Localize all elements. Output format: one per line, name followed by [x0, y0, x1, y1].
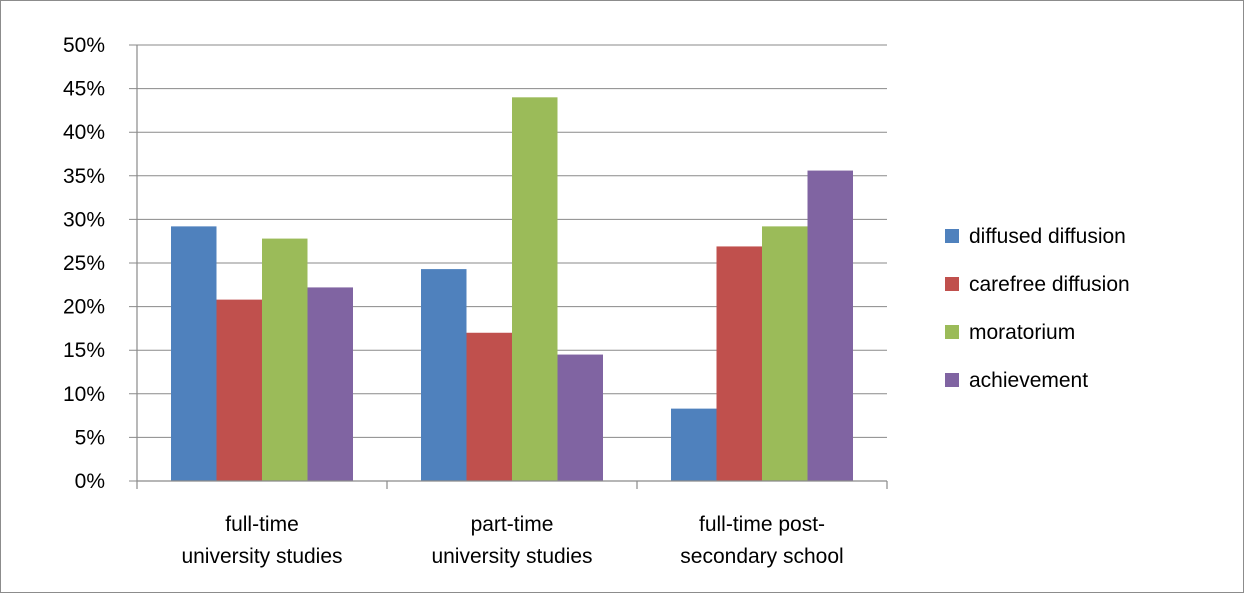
legend-label: achievement — [969, 369, 1088, 392]
bar-moratorium-1 — [512, 97, 558, 481]
legend-swatch — [945, 325, 959, 339]
bar-moratorium-0 — [262, 238, 308, 481]
bar-carefree-diffusion-2 — [716, 246, 762, 481]
y-tick-label: 25% — [63, 252, 105, 275]
legend-swatch — [945, 229, 959, 243]
y-tick-label: 35% — [63, 165, 105, 188]
y-tick-label: 0% — [75, 470, 105, 493]
bar-diffused-diffusion-0 — [171, 226, 217, 481]
bar-diffused-diffusion-2 — [671, 408, 717, 481]
legend-label: moratorium — [969, 321, 1075, 344]
x-category-label: part-time university studies — [431, 513, 592, 568]
bar-diffused-diffusion-1 — [421, 269, 467, 481]
legend-label: diffused diffusion — [969, 225, 1126, 248]
legend-swatch — [945, 277, 959, 291]
bars — [171, 97, 853, 481]
x-category-label: full-time university studies — [181, 513, 342, 568]
bar-achievement-2 — [807, 170, 853, 481]
axes — [136, 45, 888, 489]
x-category-label: full-time post-secondary school — [680, 513, 843, 568]
y-tick-label: 30% — [63, 208, 105, 231]
bar-carefree-diffusion-0 — [216, 299, 262, 481]
bar-carefree-diffusion-1 — [466, 332, 512, 481]
y-tick-label: 45% — [63, 78, 105, 101]
bar-achievement-0 — [307, 287, 353, 481]
y-tick-label: 5% — [75, 426, 105, 449]
y-tick-label: 15% — [63, 339, 105, 362]
x-axis-category-labels: full-time university studies part-time univ… — [181, 513, 843, 568]
bar-moratorium-2 — [762, 226, 808, 481]
y-tick-label: 10% — [63, 383, 105, 406]
legend-label: carefree diffusion — [969, 273, 1130, 296]
y-axis-tick-labels: 0% 5% 10% 15% 20% 25% 30% 35% 40% 45% 50% — [63, 34, 105, 493]
legend: diffused diffusion carefree diffusion mora… — [945, 225, 1130, 392]
bar-achievement-1 — [557, 354, 603, 481]
legend-swatch — [945, 373, 959, 387]
y-tick-label: 50% — [63, 34, 105, 57]
y-tick-label: 40% — [63, 121, 105, 144]
y-tick-label: 20% — [63, 296, 105, 319]
